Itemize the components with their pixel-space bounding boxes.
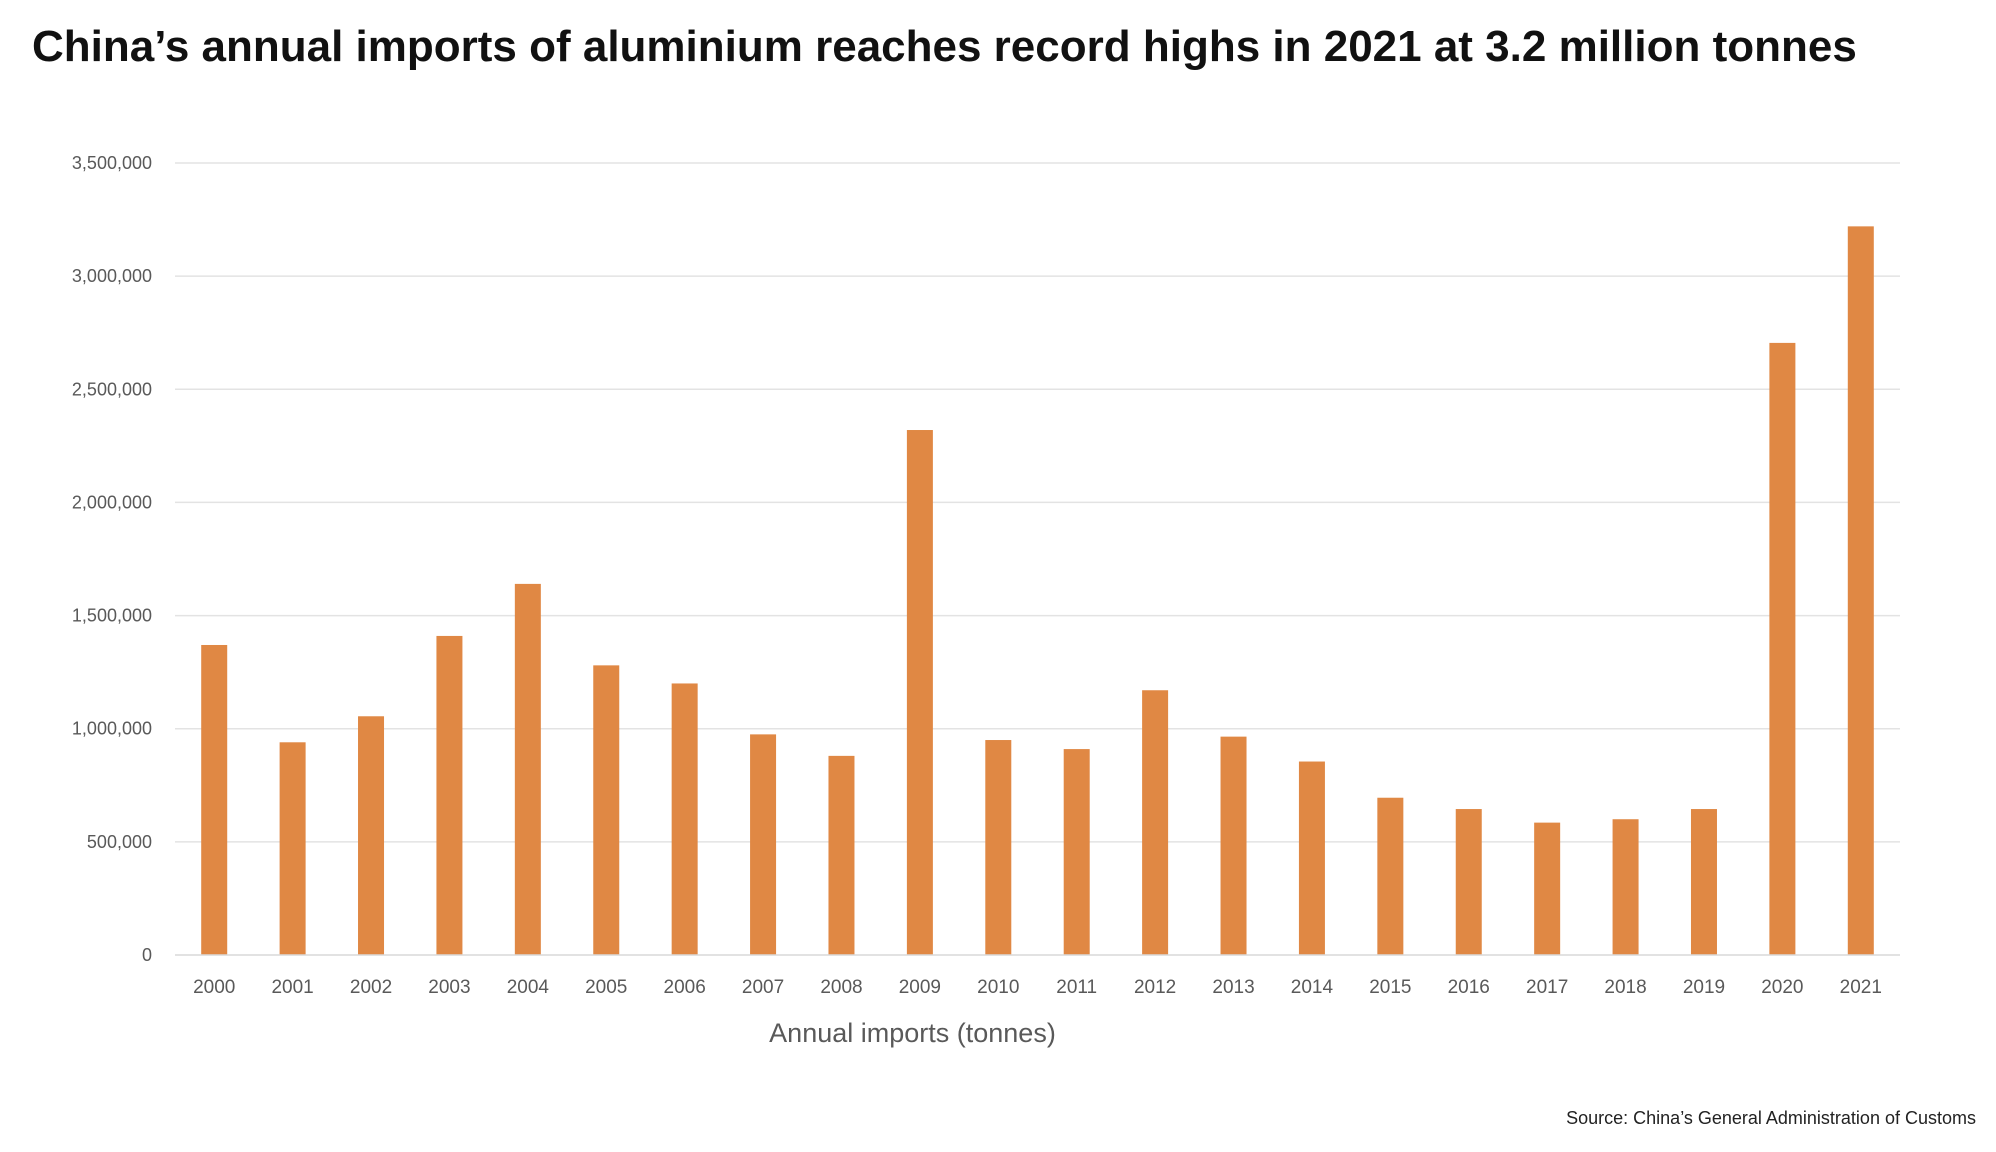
bar-2008 [828, 755, 855, 955]
y-axis-tick-labels: 0 500,000 1,000,000 1,500,000 2,000,000 2,500… [72, 153, 152, 965]
bar-2019 [1690, 809, 1717, 955]
x-tick-label: 2003 [428, 977, 470, 998]
x-tick-label: 2014 [1291, 977, 1334, 998]
x-tick-label: 2007 [742, 977, 784, 998]
bar-2018 [1612, 819, 1639, 955]
x-tick-label: 2020 [1761, 977, 1803, 998]
x-tick-label: 2009 [899, 977, 941, 998]
y-tick-label: 1,000,000 [72, 719, 152, 739]
x-tick-label: 2011 [1056, 977, 1097, 998]
x-axis-label: Annual imports (tonnes) [769, 1018, 1056, 1048]
x-tick-label: 2004 [507, 977, 550, 998]
bar-2002 [358, 716, 385, 955]
bar-2003 [436, 635, 463, 955]
y-tick-label: 0 [142, 945, 152, 965]
x-tick-label: 2005 [585, 977, 627, 998]
x-tick-label: 2016 [1448, 977, 1490, 998]
y-tick-label: 1,500,000 [72, 606, 152, 626]
bar-2017 [1534, 822, 1561, 955]
x-axis-tick-labels: 2000 2001 2002 2003 2004 2005 2006 2007 2008 2009… [193, 977, 1882, 998]
bar-2016 [1455, 809, 1482, 955]
source-note: Source: China’s General Administration o… [1566, 1108, 1976, 1128]
y-tick-label: 500,000 [87, 832, 152, 852]
x-tick-label: 2017 [1526, 977, 1568, 998]
y-tick-label: 2,000,000 [72, 492, 152, 512]
bar-2020 [1769, 342, 1796, 955]
x-tick-label: 2008 [820, 977, 862, 998]
x-tick-label: 2006 [664, 977, 706, 998]
bar-2000 [201, 644, 228, 955]
x-tick-label: 2019 [1683, 977, 1725, 998]
x-tick-label: 2012 [1134, 977, 1176, 998]
bar-2013 [1220, 736, 1247, 955]
bars [201, 226, 1874, 956]
bar-2007 [750, 734, 777, 955]
x-tick-label: 2015 [1369, 977, 1411, 998]
bar-2012 [1142, 690, 1169, 955]
bar-2004 [514, 583, 541, 955]
bar-2010 [985, 740, 1012, 955]
chart-title: China’s annual imports of aluminium reac… [32, 22, 1857, 71]
y-tick-label: 3,000,000 [72, 266, 152, 286]
y-tick-label: 2,500,000 [72, 379, 152, 399]
x-tick-label: 2001 [271, 977, 313, 998]
x-tick-label: 2010 [977, 977, 1019, 998]
y-tick-label: 3,500,000 [72, 153, 152, 173]
x-tick-label: 2002 [350, 977, 392, 998]
x-tick-label: 2013 [1212, 977, 1254, 998]
bar-2009 [906, 430, 933, 955]
x-tick-label: 2018 [1604, 977, 1646, 998]
bar-2021 [1847, 226, 1874, 956]
bar-2001 [279, 742, 306, 955]
bar-2011 [1063, 749, 1090, 955]
bar-2006 [671, 683, 698, 955]
x-tick-label: 2000 [193, 977, 235, 998]
bar-2015 [1377, 797, 1404, 955]
gridlines [175, 162, 1900, 843]
bar-2014 [1298, 761, 1325, 955]
bar-2005 [593, 665, 620, 955]
x-tick-label: 2021 [1840, 977, 1882, 998]
